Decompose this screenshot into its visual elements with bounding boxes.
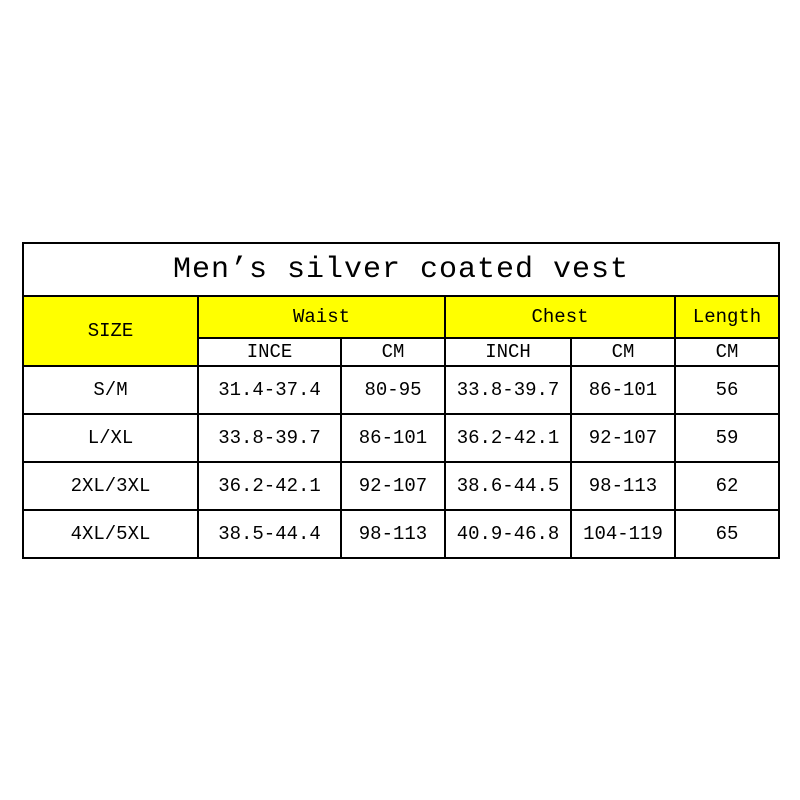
waist-cm-cell: 98-113 bbox=[340, 509, 446, 559]
table-row: 2XL/3XL 36.2-42.1 92-107 38.6-44.5 98-11… bbox=[22, 461, 781, 511]
chest-cm-header: CM bbox=[570, 337, 676, 367]
length-cm-cell: 59 bbox=[673, 413, 781, 463]
size-cell: 4XL/5XL bbox=[22, 509, 199, 559]
size-header: SIZE bbox=[22, 295, 199, 367]
waist-inch-cell: 36.2-42.1 bbox=[197, 461, 342, 511]
chest-inch-cell: 38.6-44.5 bbox=[444, 461, 572, 511]
waist-cm-cell: 92-107 bbox=[340, 461, 446, 511]
waist-cm-cell: 86-101 bbox=[340, 413, 446, 463]
chest-cm-cell: 98-113 bbox=[570, 461, 676, 511]
length-cm-cell: 56 bbox=[673, 365, 781, 415]
chest-cm-cell: 92-107 bbox=[570, 413, 676, 463]
table-row: 4XL/5XL 38.5-44.4 98-113 40.9-46.8 104-1… bbox=[22, 509, 781, 559]
length-cm-cell: 62 bbox=[673, 461, 781, 511]
waist-inch-cell: 33.8-39.7 bbox=[197, 413, 342, 463]
waist-header: Waist bbox=[197, 295, 446, 339]
chest-inch-cell: 40.9-46.8 bbox=[444, 509, 572, 559]
chest-cm-cell: 86-101 bbox=[570, 365, 676, 415]
waist-inch-cell: 38.5-44.4 bbox=[197, 509, 342, 559]
size-chart-table: Men’s silver coated vest SIZE Waist Ches… bbox=[21, 242, 781, 559]
chest-inch-cell: 36.2-42.1 bbox=[444, 413, 572, 463]
waist-cm-header: CM bbox=[340, 337, 446, 367]
chest-inch-cell: 33.8-39.7 bbox=[444, 365, 572, 415]
table-row: L/XL 33.8-39.7 86-101 36.2-42.1 92-107 5… bbox=[22, 413, 781, 463]
chest-cm-cell: 104-119 bbox=[570, 509, 676, 559]
chest-header: Chest bbox=[444, 295, 676, 339]
table-row: S/M 31.4-37.4 80-95 33.8-39.7 86-101 56 bbox=[22, 365, 781, 415]
waist-inch-cell: 31.4-37.4 bbox=[197, 365, 342, 415]
size-cell: 2XL/3XL bbox=[22, 461, 199, 511]
table-title: Men’s silver coated vest bbox=[21, 242, 781, 297]
size-cell: L/XL bbox=[22, 413, 199, 463]
chest-inch-header: INCH bbox=[444, 337, 572, 367]
length-header: Length bbox=[673, 295, 781, 339]
waist-inch-header: INCE bbox=[197, 337, 342, 367]
length-cm-header: CM bbox=[673, 337, 781, 367]
length-cm-cell: 65 bbox=[673, 509, 781, 559]
waist-cm-cell: 80-95 bbox=[340, 365, 446, 415]
size-cell: S/M bbox=[22, 365, 199, 415]
